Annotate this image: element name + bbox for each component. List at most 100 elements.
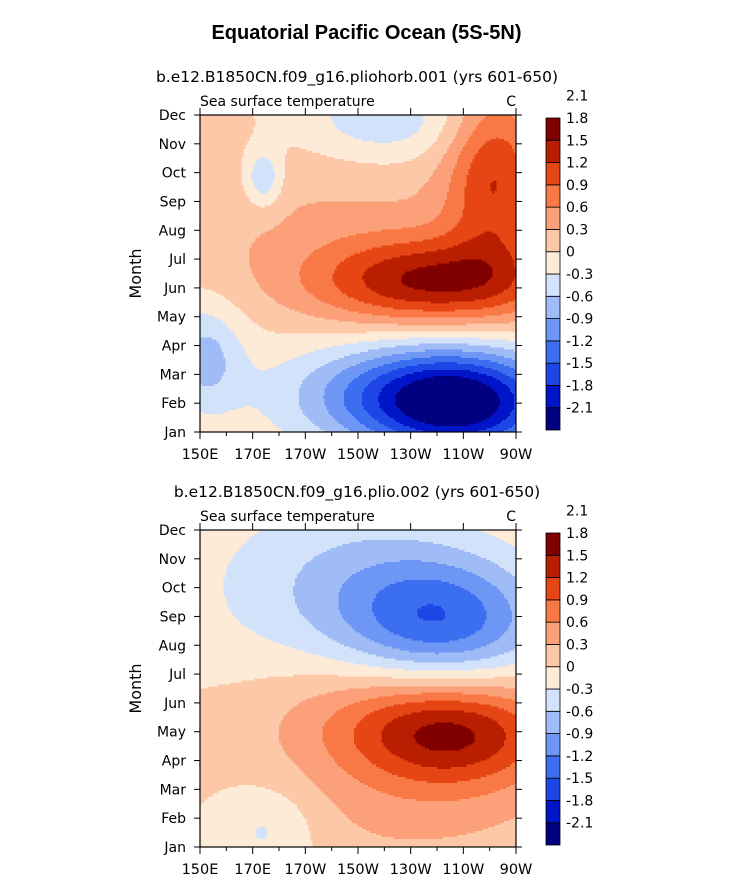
x-tick-label: 150E [182, 862, 219, 878]
panel-subtitle: b.e12.B1850CN.f09_g16.plio.002 (yrs 601-… [174, 483, 540, 502]
x-tick-label: 150E [182, 447, 219, 463]
x-tick-label: 170E [234, 447, 271, 463]
colorbar-label: 0.3 [566, 222, 588, 238]
colorbar-label: 1.8 [566, 526, 588, 542]
colorbar-label: -1.2 [566, 749, 593, 765]
y-tick-label: Sep [160, 194, 187, 210]
y-tick-label: Jul [168, 252, 186, 268]
contour-field [200, 530, 516, 847]
colorbar-label: -0.9 [566, 727, 593, 743]
colorbar-box [545, 577, 561, 601]
right-string: C [506, 509, 516, 525]
colorbar-label: -0.3 [566, 267, 593, 283]
y-tick-label: Nov [159, 552, 186, 568]
colorbar: -2.1 -1.8 -1.5 -1.2 -0.9 -0.6 -0.3 0 0.3 0.6 0.9 1.… [545, 504, 593, 846]
colorbar-box [545, 621, 561, 645]
colorbar-label: 2.1 [566, 504, 588, 520]
colorbar-box [545, 206, 561, 230]
colorbar-box [545, 644, 561, 668]
x-tick-label: 170W [284, 862, 326, 878]
y-tick-label: Oct [162, 581, 187, 597]
colorbar-box [545, 139, 561, 163]
left-string: Sea surface temperature [200, 94, 375, 110]
colorbar-box [545, 532, 561, 556]
colorbar-box [545, 162, 561, 186]
y-tick-label: Sep [160, 609, 187, 625]
colorbar-box [545, 777, 561, 801]
chart-panel-2: b.e12.B1850CN.f09_g16.plio.002 (yrs 601-… [126, 483, 593, 878]
left-string: Sea surface temperature [200, 509, 375, 525]
colorbar-box [545, 800, 561, 824]
y-tick-label: May [157, 725, 186, 741]
y-tick-label: Mar [160, 782, 187, 798]
figure-title: Equatorial Pacific Ocean (5S-5N) [211, 22, 522, 44]
colorbar-label: 1.2 [566, 571, 588, 587]
colorbar-label: 0.9 [566, 593, 588, 609]
y-tick-label: Jun [163, 281, 186, 297]
colorbar-label: 0 [566, 660, 575, 676]
colorbar-label: -1.5 [566, 771, 593, 787]
colorbar-box [545, 184, 561, 208]
x-tick-label: 90W [500, 447, 533, 463]
y-tick-label: May [157, 310, 186, 326]
colorbar-box [545, 599, 561, 623]
colorbar-box [545, 666, 561, 690]
colorbar-box [545, 733, 561, 757]
colorbar-label: 0.6 [566, 615, 588, 631]
colorbar-label: -1.8 [566, 793, 593, 809]
chart-panel-1: b.e12.B1850CN.f09_g16.pliohorb.001 (yrs … [126, 68, 593, 463]
x-tick-label: 170E [234, 862, 271, 878]
colorbar-box [545, 318, 561, 342]
colorbar-label: 1.2 [566, 156, 588, 172]
colorbar-box [545, 385, 561, 409]
colorbar-label: 1.5 [566, 133, 588, 149]
colorbar-box [545, 273, 561, 297]
colorbar: -2.1 -1.8 -1.5 -1.2 -0.9 -0.6 -0.3 0 0.3 0.6 0.9 1.… [545, 89, 593, 431]
colorbar-label: 1.8 [566, 111, 588, 127]
colorbar-box [545, 251, 561, 275]
y-tick-label: Feb [161, 396, 186, 412]
colorbar-box [545, 822, 561, 846]
y-tick-label: Dec [159, 108, 186, 124]
colorbar-label: 2.1 [566, 89, 588, 105]
colorbar-label: -0.6 [566, 704, 593, 720]
colorbar-label: -1.2 [566, 334, 593, 350]
x-tick-label: 110W [442, 862, 484, 878]
x-tick-label: 110W [442, 447, 484, 463]
colorbar-label: 0 [566, 245, 575, 261]
y-tick-label: Apr [162, 754, 186, 770]
colorbar-label: 0.9 [566, 178, 588, 194]
colorbar-box [545, 710, 561, 734]
y-tick-label: Dec [159, 523, 186, 539]
colorbar-label: -1.5 [566, 356, 593, 372]
x-tick-label: 130W [390, 447, 432, 463]
colorbar-box [545, 229, 561, 253]
y-tick-label: Mar [160, 367, 187, 383]
y-axis-title: Month [126, 248, 145, 298]
colorbar-box [545, 688, 561, 712]
colorbar-label: -0.6 [566, 289, 593, 305]
colorbar-box [545, 117, 561, 141]
colorbar-label: -1.8 [566, 378, 593, 394]
y-tick-label: Oct [162, 166, 187, 182]
y-tick-label: Nov [159, 137, 186, 153]
y-tick-label: Feb [161, 811, 186, 827]
y-tick-label: Jan [163, 840, 186, 856]
colorbar-label: -2.1 [566, 816, 593, 832]
colorbar-label: -0.9 [566, 312, 593, 328]
x-tick-label: 170W [284, 447, 326, 463]
colorbar-box [545, 362, 561, 386]
colorbar-box [545, 295, 561, 319]
x-tick-label: 130W [390, 862, 432, 878]
colorbar-label: 0.6 [566, 200, 588, 216]
colorbar-label: 1.5 [566, 548, 588, 564]
y-tick-label: Apr [162, 339, 186, 355]
colorbar-label: -0.3 [566, 682, 593, 698]
x-tick-label: 150W [337, 447, 379, 463]
contour-field [200, 115, 516, 432]
right-string: C [506, 94, 516, 110]
colorbar-label: 0.3 [566, 637, 588, 653]
y-tick-label: Jan [163, 425, 186, 441]
y-axis-title: Month [126, 663, 145, 713]
